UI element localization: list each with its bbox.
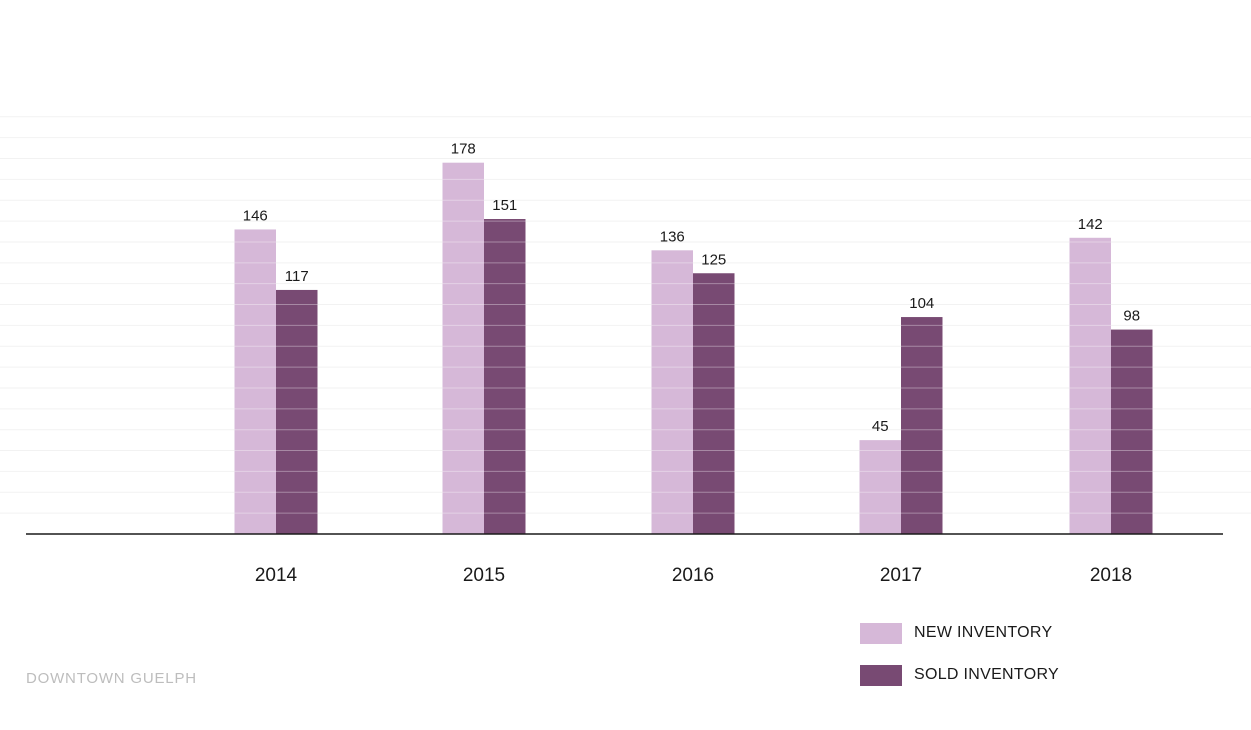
value-label-new-inventory-2014: 146: [243, 207, 268, 224]
legend-swatch-sold-inventory: [860, 664, 902, 686]
value-label-new-inventory-2018: 142: [1078, 216, 1103, 233]
bars: [234, 162, 1153, 534]
value-label-sold-inventory-2014: 117: [285, 268, 309, 285]
footer-brand-label: DOWNTOWN GUELPH: [26, 670, 197, 687]
bar-new-inventory-2017: [859, 440, 901, 534]
value-labels: 146 117 178 151 136 125 45 104 142 98: [243, 141, 1140, 435]
bar-sold-inventory-2014: [276, 289, 318, 534]
x-tick-label-2015: 2015: [463, 565, 505, 586]
legend-swatch-new-inventory: [860, 622, 902, 644]
gridlines: [0, 116, 1251, 514]
legend-label-sold-inventory: SOLD INVENTORY: [914, 666, 1059, 683]
value-label-sold-inventory-2016: 125: [701, 251, 726, 268]
x-tick-labels: 2014 2015 2016 2017 2018: [255, 565, 1132, 586]
legend-item-sold-inventory: SOLD INVENTORY: [860, 664, 1059, 686]
x-tick-label-2017: 2017: [880, 565, 922, 586]
value-label-sold-inventory-2017: 104: [909, 295, 934, 312]
x-tick-label-2014: 2014: [255, 565, 298, 586]
bar-new-inventory-2014: [234, 229, 276, 534]
bar-sold-inventory-2018: [1111, 329, 1153, 534]
legend-label-new-inventory: NEW INVENTORY: [914, 624, 1053, 641]
value-label-sold-inventory-2018: 98: [1123, 308, 1140, 325]
x-tick-label-2018: 2018: [1090, 565, 1132, 586]
bar-sold-inventory-2016: [693, 273, 735, 534]
bar-new-inventory-2016: [651, 250, 693, 534]
bar-new-inventory-2018: [1069, 237, 1111, 534]
value-label-new-inventory-2017: 45: [872, 418, 889, 435]
x-tick-label-2016: 2016: [672, 565, 714, 586]
legend: NEW INVENTORY SOLD INVENTORY: [860, 622, 1059, 706]
value-label-new-inventory-2015: 178: [451, 141, 476, 158]
value-label-new-inventory-2016: 136: [660, 228, 685, 245]
bar-sold-inventory-2015: [484, 219, 526, 534]
legend-item-new-inventory: NEW INVENTORY: [860, 622, 1059, 644]
value-label-sold-inventory-2015: 151: [492, 197, 517, 214]
bar-new-inventory-2015: [442, 162, 484, 534]
bar-sold-inventory-2017: [901, 317, 943, 534]
